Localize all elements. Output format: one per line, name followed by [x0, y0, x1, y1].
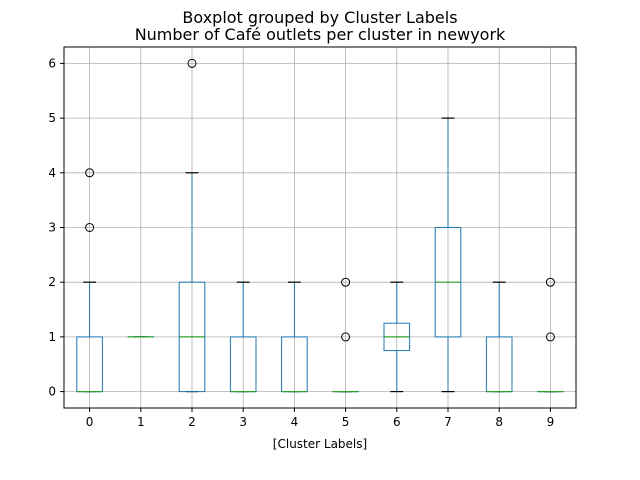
box-2 — [178, 58, 206, 393]
y-tick-label: 3 — [48, 221, 56, 235]
x-tick-label: 9 — [547, 415, 555, 429]
y-tick-label: 2 — [48, 275, 56, 289]
x-tick-label: 4 — [291, 415, 299, 429]
x-axis-label: [Cluster Labels] — [273, 437, 367, 451]
outlier-point — [85, 223, 95, 232]
box-0 — [76, 168, 103, 393]
x-tick-label: 6 — [393, 415, 401, 429]
box-5 — [332, 277, 359, 393]
y-tick-label: 0 — [48, 385, 56, 399]
box-8 — [485, 281, 513, 393]
chart-suptitle: Boxplot grouped by Cluster Labels — [182, 8, 457, 27]
y-tick-label: 6 — [48, 56, 56, 70]
outlier-point — [187, 58, 197, 68]
x-tick-label: 0 — [86, 415, 94, 429]
x-tick-label: 7 — [444, 415, 452, 429]
x-tick-label: 2 — [188, 415, 196, 429]
y-tick-label: 4 — [48, 166, 56, 180]
box-3 — [229, 281, 257, 393]
x-tick-label: 5 — [342, 415, 350, 429]
y-tick-label: 1 — [48, 330, 56, 344]
box-6 — [383, 281, 411, 393]
x-tick-label: 1 — [137, 415, 145, 429]
chart-title: Number of Café outlets per cluster in ne… — [135, 25, 506, 44]
outlier-point — [545, 332, 555, 342]
y-tick-label: 5 — [48, 111, 56, 125]
axis-ticks: 0 1 2 3 4 5 6 0 1 2 3 4 5 6 7 8 9 — [48, 56, 554, 429]
box-4 — [281, 281, 308, 393]
box-7 — [434, 117, 462, 393]
outlier-point — [85, 168, 95, 178]
x-tick-label: 3 — [239, 415, 247, 429]
box-9 — [537, 277, 564, 393]
x-tick-label: 8 — [495, 415, 503, 429]
grid-lines — [64, 47, 576, 408]
outlier-point — [545, 277, 555, 287]
box-series — [76, 58, 564, 393]
outlier-point — [341, 332, 351, 342]
outlier-point — [341, 277, 351, 287]
